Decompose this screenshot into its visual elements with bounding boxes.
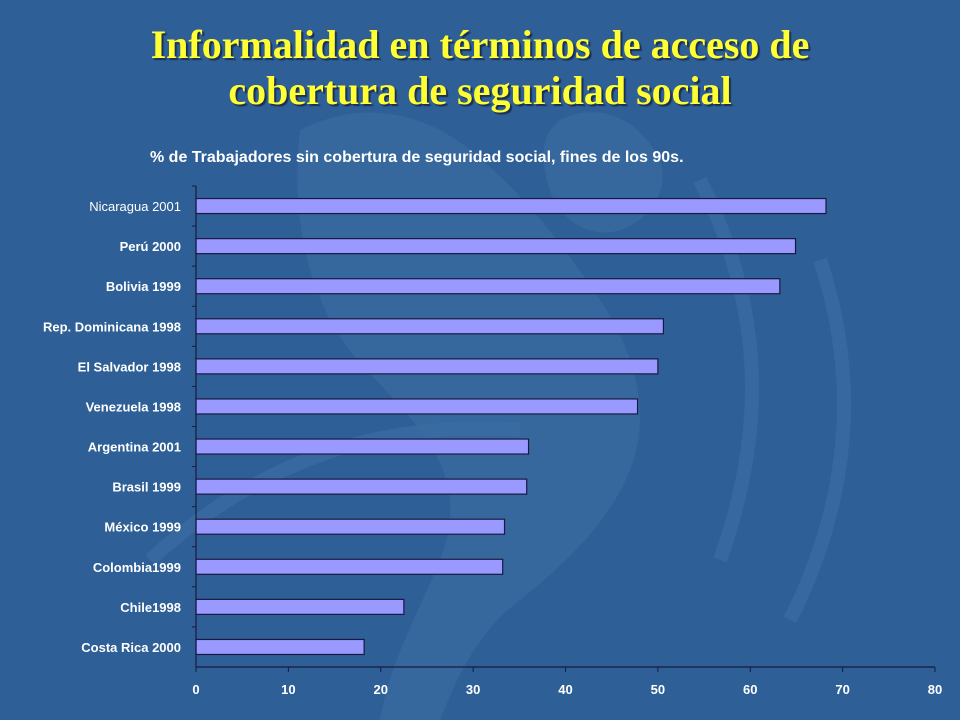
- bar-9: [195, 558, 504, 575]
- category-label-3: Rep. Dominicana 1998: [43, 319, 181, 334]
- category-label-8: México 1999: [104, 520, 181, 535]
- bar-10: [195, 598, 405, 615]
- bar-0: [195, 197, 827, 215]
- bar-2: [195, 278, 781, 295]
- bar-8: [195, 518, 506, 535]
- bar-7: [195, 478, 528, 495]
- bars-group: [195, 197, 827, 656]
- category-label-4: El Salvador 1998: [78, 359, 181, 374]
- page-title-line-2: cobertura de seguridad social: [228, 68, 732, 113]
- x-tick-label-0: 0: [192, 682, 199, 697]
- page-title-line-1: Informalidad en términos de acceso de: [150, 22, 810, 67]
- category-label-1: Perú 2000: [120, 239, 181, 254]
- x-tick-label-5: 50: [651, 682, 665, 697]
- bar-3: [195, 318, 665, 335]
- category-label-2: Bolivia 1999: [106, 279, 181, 294]
- chart-title: % de Trabajadores sin cobertura de segur…: [150, 149, 684, 166]
- x-tick-label-2: 20: [374, 682, 388, 697]
- bar-4: [195, 358, 659, 375]
- bar-6: [195, 438, 530, 455]
- category-label-7: Brasil 1999: [112, 480, 181, 495]
- category-labels-group: Nicaragua 2001 Perú 2000 Bolivia 1999 Rep. …: [43, 199, 181, 655]
- x-tick-label-8: 80: [928, 682, 942, 697]
- category-label-6: Argentina 2001: [88, 440, 181, 455]
- category-label-9: Colombia1999: [93, 560, 181, 575]
- bar-11: [195, 638, 365, 656]
- category-label-10: Chile1998: [120, 600, 181, 615]
- x-tick-label-1: 10: [281, 682, 295, 697]
- x-tick-label-6: 60: [743, 682, 757, 697]
- x-tick-label-3: 30: [466, 682, 480, 697]
- category-label-5: Venezuela 1998: [86, 399, 181, 414]
- bar-5: [195, 398, 639, 415]
- x-tick-label-7: 70: [835, 682, 849, 697]
- axes-group: 0 10 20 30 40 50 60 70 80: [192, 185, 942, 697]
- category-label-0: Nicaragua 2001: [89, 199, 181, 214]
- page-title: Informalidad en términos de acceso de co…: [0, 22, 960, 114]
- x-tick-label-4: 40: [558, 682, 572, 697]
- category-label-11: Costa Rica 2000: [81, 640, 181, 655]
- bar-1: [195, 238, 797, 255]
